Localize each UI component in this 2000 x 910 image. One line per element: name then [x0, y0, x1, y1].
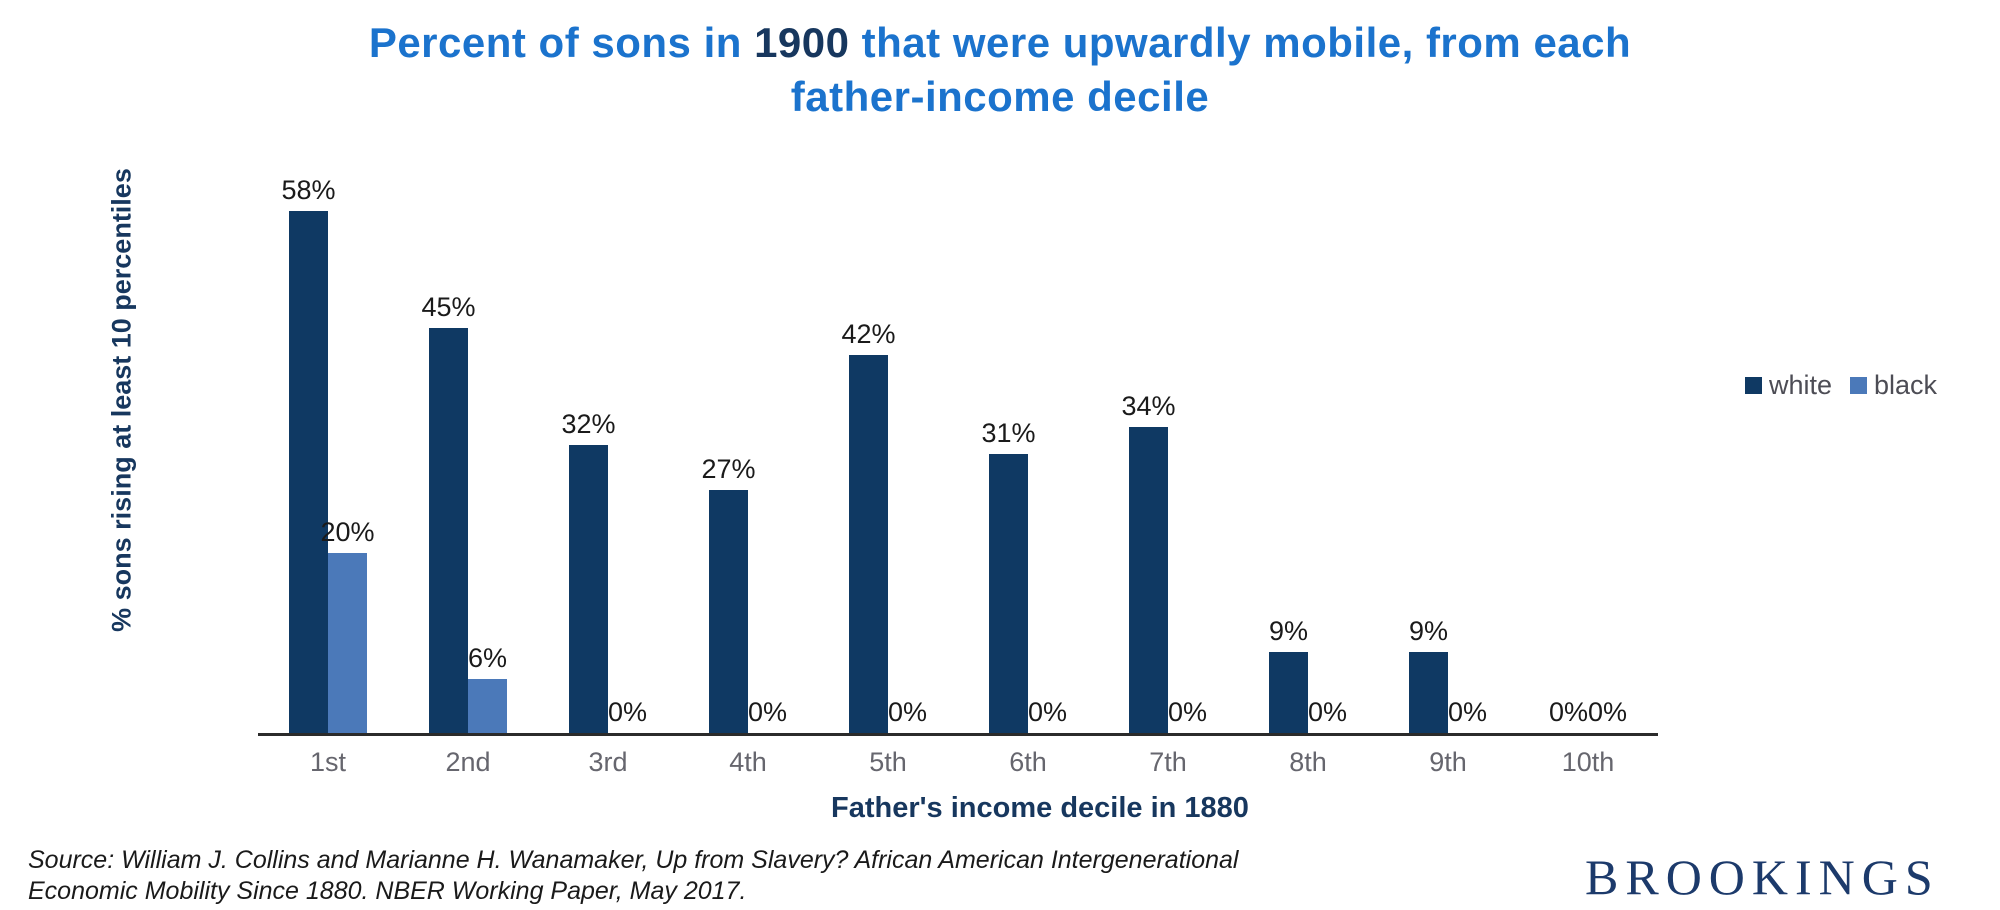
- bar-label-white-7th: 34%: [1121, 391, 1176, 421]
- x-tick-5th: 5th: [869, 747, 907, 777]
- bar-label-white-10th: 0%: [1548, 697, 1589, 727]
- x-tick-3rd: 3rd: [588, 747, 628, 777]
- bar-label-white-2nd: 45%: [421, 292, 476, 322]
- bar-white-9th: [1409, 652, 1448, 733]
- legend-label-black: black: [1874, 370, 1938, 400]
- bar-label-white-5th: 42%: [841, 319, 896, 349]
- bar-white-1st: [289, 211, 328, 733]
- chart-title-text-suffix: that were upwardly mobile, from each: [849, 19, 1632, 66]
- bar-black-1st: [328, 553, 367, 733]
- bar-white-2nd: [429, 328, 468, 733]
- legend-item-black: black: [1850, 372, 1937, 399]
- bar-white-6th: [989, 454, 1028, 733]
- x-tick-8th: 8th: [1289, 747, 1327, 777]
- source-note: Source: William J. Collins and Marianne …: [28, 845, 1238, 907]
- bar-label-black-7th: 0%: [1167, 697, 1208, 727]
- x-tick-1st: 1st: [309, 747, 347, 777]
- bar-label-black-5th: 0%: [887, 697, 928, 727]
- chart-title: Percent of sons in 1900 that were upward…: [0, 16, 2000, 124]
- x-tick-7th: 7th: [1149, 747, 1187, 777]
- bar-label-black-9th: 0%: [1447, 697, 1488, 727]
- bar-black-2nd: [468, 679, 507, 733]
- x-tick-2nd: 2nd: [445, 747, 491, 777]
- chart-title-text-prefix: Percent of sons in: [368, 19, 755, 66]
- x-tick-10th: 10th: [1561, 747, 1615, 777]
- chart-title-line1: Percent of sons in 1900 that were upward…: [0, 16, 2000, 70]
- legend: white black: [1745, 372, 1937, 399]
- source-note-line1: Source: William J. Collins and Marianne …: [28, 846, 1239, 874]
- bar-white-7th: [1129, 427, 1168, 733]
- x-tick-4th: 4th: [729, 747, 767, 777]
- bar-label-black-8th: 0%: [1307, 697, 1348, 727]
- bar-label-black-2nd: 6%: [467, 643, 508, 673]
- x-tick-9th: 9th: [1429, 747, 1467, 777]
- bar-label-black-1st: 20%: [320, 517, 375, 547]
- legend-swatch-black: [1850, 377, 1868, 394]
- bar-label-black-4th: 0%: [747, 697, 788, 727]
- y-axis-title: % sons rising at least 10 percentiles: [106, 168, 137, 632]
- plot-area: 58% 20% 45% 6% 32% 0% 27% 0% 42% 0% 31% 0% 34% 0% 9% 0%…: [258, 140, 1658, 736]
- bar-label-black-6th: 0%: [1027, 697, 1068, 727]
- bar-white-3rd: [569, 445, 608, 733]
- legend-swatch-white: [1745, 377, 1762, 394]
- bar-white-4th: [709, 490, 748, 733]
- bar-label-black-10th: 0%: [1587, 697, 1628, 727]
- source-note-line2: Economic Mobility Since 1880. NBER Worki…: [28, 877, 747, 905]
- bar-label-white-6th: 31%: [981, 418, 1036, 448]
- chart-title-year: 1900: [754, 19, 850, 66]
- x-tick-6th: 6th: [1009, 747, 1047, 777]
- x-axis-tick-labels: 1st 2nd 3rd 4th 5th 6th 7th 8th 9th 10th: [258, 747, 1658, 787]
- legend-item-white: white: [1745, 372, 1832, 399]
- bar-label-white-9th: 9%: [1408, 616, 1449, 646]
- chart-title-line2: father-income decile: [790, 73, 1210, 120]
- bar-label-white-4th: 27%: [701, 454, 756, 484]
- bar-label-black-3rd: 0%: [607, 697, 648, 727]
- brookings-logo: BROOKINGS: [1585, 849, 1940, 905]
- bar-label-white-8th: 9%: [1268, 616, 1309, 646]
- bar-label-white-3rd: 32%: [561, 409, 616, 439]
- bar-white-8th: [1269, 652, 1308, 733]
- legend-label-white: white: [1769, 370, 1833, 400]
- x-axis-line: [258, 733, 1658, 736]
- bar-label-white-1st: 58%: [281, 175, 336, 205]
- bar-white-5th: [849, 355, 888, 733]
- x-axis-title: Father's income decile in 1880: [831, 792, 1249, 824]
